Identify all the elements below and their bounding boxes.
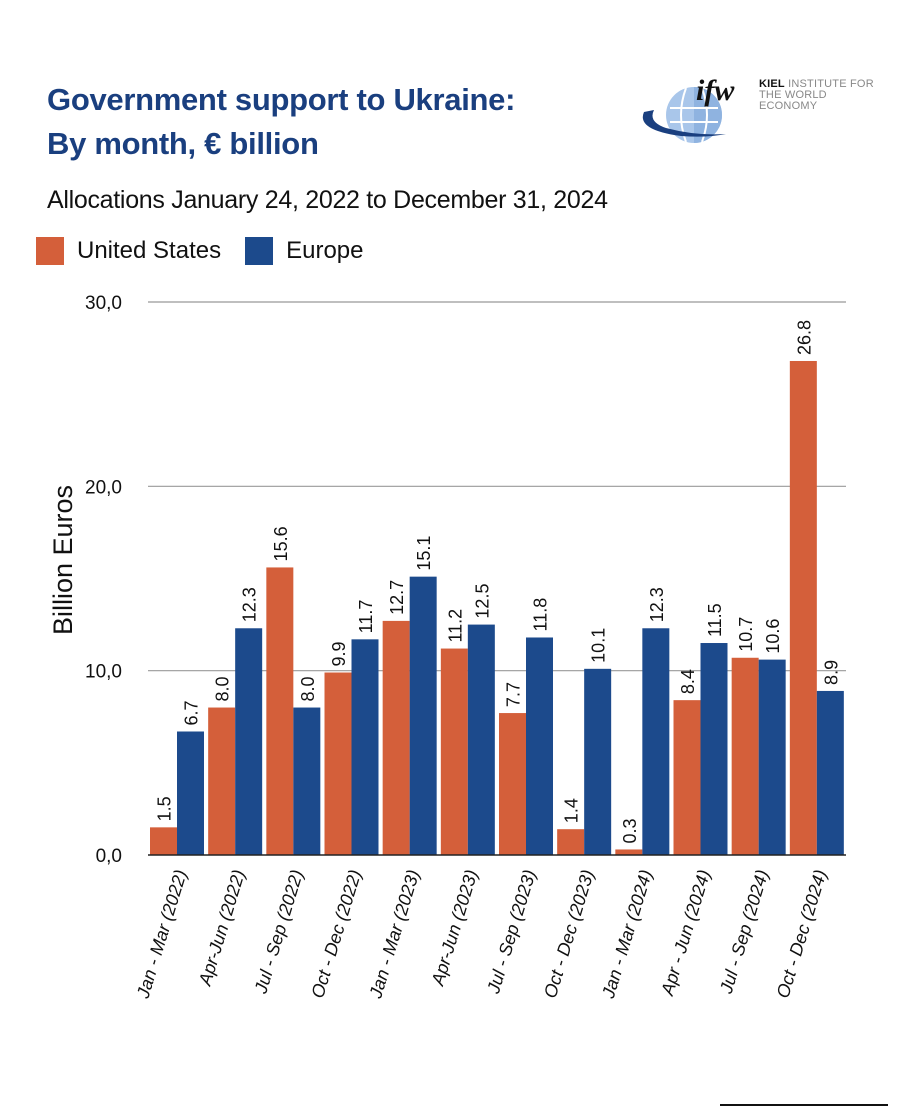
- data-label: 8.4: [678, 669, 698, 694]
- data-label: 1.4: [562, 798, 582, 823]
- bar-us: [615, 849, 643, 855]
- bar-europe: [758, 659, 786, 855]
- legend-label-us: United States: [77, 237, 222, 264]
- x-tick-label: Jul - Sep (2024): [716, 867, 773, 996]
- bar-europe: [584, 668, 612, 855]
- data-label: 12.3: [240, 587, 260, 622]
- logo-text: KIEL INSTITUTE FOR THE WORLD ECONOMY: [759, 78, 874, 112]
- x-tick-label: Jan - Mar (2022): [133, 867, 191, 1001]
- data-label: 11.5: [705, 603, 725, 637]
- x-tick-label: Jan - Mar (2024): [598, 867, 656, 1001]
- chart-legend: United States Europe: [36, 237, 387, 265]
- bar-europe: [351, 639, 379, 855]
- chart-title: Government support to Ukraine: By month,…: [47, 78, 515, 166]
- legend-swatch-europe: [245, 237, 274, 265]
- svg-text:ifw: ifw: [696, 74, 735, 107]
- data-label: 0.3: [620, 818, 640, 843]
- data-label: 8.9: [821, 660, 841, 685]
- bar-us: [208, 707, 236, 855]
- data-label: 8.0: [298, 677, 318, 702]
- data-label: 11.7: [356, 600, 376, 634]
- legend-swatch-us: [36, 237, 64, 265]
- bar-us: [150, 827, 177, 855]
- data-label: 10.6: [763, 619, 783, 654]
- x-tick-label: Jan - Mar (2023): [365, 867, 423, 1001]
- y-tick-label: 10,0: [85, 662, 122, 683]
- data-label: 9.9: [329, 641, 349, 666]
- bar-us: [557, 829, 585, 855]
- bar-us: [731, 657, 759, 855]
- bar-us: [382, 620, 410, 855]
- legend-item-us: United States: [36, 237, 221, 265]
- x-tick-label: Jul - Sep (2023): [483, 867, 540, 996]
- data-label: 1.5: [155, 796, 175, 821]
- data-label: 12.5: [472, 584, 492, 619]
- data-label: 10.1: [589, 628, 609, 663]
- chart-subtitle: Allocations January 24, 2022 to December…: [47, 186, 608, 214]
- bar-us: [789, 360, 817, 855]
- data-label: 12.7: [387, 580, 407, 615]
- legend-label-europe: Europe: [286, 237, 364, 264]
- bar-us: [499, 713, 526, 855]
- data-label: 11.8: [531, 598, 551, 632]
- x-tick-label: Oct - Dec (2022): [307, 867, 365, 1000]
- bar-europe: [235, 628, 263, 855]
- data-label: 26.8: [794, 320, 814, 355]
- bar-us: [266, 567, 294, 855]
- bar-europe: [700, 643, 728, 855]
- data-label: 7.7: [504, 682, 524, 707]
- x-tick-label: Apr-Jun (2022): [195, 867, 249, 988]
- bar-us: [324, 672, 352, 855]
- title-line-1: Government support to Ukraine:: [47, 82, 516, 117]
- data-label: 15.6: [271, 526, 291, 561]
- data-label: 12.3: [647, 587, 667, 622]
- title-line-2: By month, € billion: [47, 126, 319, 161]
- x-tick-label: Oct - Dec (2024): [773, 867, 831, 1000]
- legend-item-europe: Europe: [245, 237, 363, 265]
- x-tick-label: Apr-Jun (2023): [427, 867, 481, 988]
- data-label: 11.2: [445, 609, 465, 643]
- bar-us: [673, 700, 701, 855]
- bar-europe: [816, 690, 844, 855]
- data-label: 15.1: [414, 536, 434, 571]
- ifw-kiel-logo: ifw KIEL INSTITUTE FOR THE WORLD ECONOMY: [636, 70, 886, 160]
- x-tick-label: Oct - Dec (2023): [540, 867, 598, 1000]
- x-tick-label: Jul - Sep (2022): [250, 867, 307, 996]
- bar-europe: [177, 731, 204, 855]
- bar-europe: [467, 624, 495, 855]
- footer-divider: [720, 1104, 888, 1106]
- bar-europe: [526, 637, 553, 855]
- y-tick-label: 0,0: [96, 846, 122, 867]
- bar-europe: [293, 707, 321, 855]
- y-axis-label: Billion Euros: [48, 485, 78, 635]
- data-label: 6.7: [182, 700, 202, 725]
- data-label: 8.0: [213, 677, 233, 702]
- bar-europe: [642, 628, 670, 855]
- globe-icon: ifw: [642, 74, 735, 143]
- x-tick-label: Apr - Jun (2024): [657, 867, 714, 998]
- y-tick-label: 30,0: [85, 293, 122, 314]
- bar-us: [440, 648, 468, 855]
- bar-europe: [409, 576, 437, 855]
- y-tick-label: 20,0: [85, 477, 122, 498]
- data-label: 10.7: [736, 617, 756, 652]
